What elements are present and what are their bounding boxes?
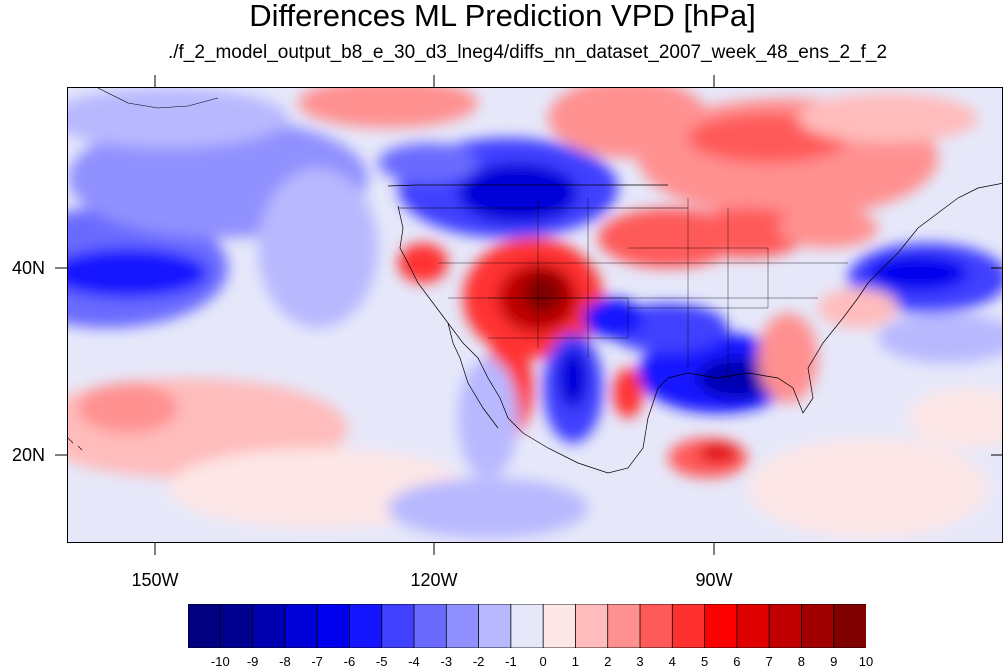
colorbar-tick-label: 6 xyxy=(733,654,741,669)
colorbar-tick-label: -8 xyxy=(279,654,291,669)
colorbar-swatch xyxy=(510,604,545,648)
colorbar-tick-label: 7 xyxy=(765,654,773,669)
colorbar xyxy=(188,604,866,648)
colorbar-tick-label: 10 xyxy=(858,654,874,669)
colorbar-tick-label: 3 xyxy=(636,654,644,669)
colorbar-swatch xyxy=(219,604,254,648)
colorbar-tick-label: -10 xyxy=(210,654,230,669)
colorbar-swatch xyxy=(607,604,641,648)
colorbar-swatch xyxy=(188,604,222,648)
colorbar-tick-label: -7 xyxy=(311,654,323,669)
colorbar-tick-label: -9 xyxy=(246,654,259,669)
coastlines xyxy=(68,88,1002,474)
colorbar-tick-label: 2 xyxy=(604,654,612,669)
vpd-difference-map xyxy=(67,87,1003,543)
colorbar-tick-label: -4 xyxy=(408,654,420,669)
plot-title: Differences ML Prediction VPD [hPa] xyxy=(249,0,756,33)
colorbar-tick-label: -6 xyxy=(343,654,356,669)
colorbar-swatch xyxy=(575,604,609,648)
colorbar-tick-label: 5 xyxy=(700,654,709,669)
colorbar-tick-label: -1 xyxy=(505,654,517,669)
colorbar-swatch xyxy=(284,604,319,648)
colorbar-tick-label: 8 xyxy=(797,654,806,669)
colorbar-swatch xyxy=(349,604,383,648)
colorbar-swatch xyxy=(704,604,738,648)
colorbar-swatch xyxy=(478,604,512,648)
colorbar-swatch xyxy=(736,604,771,648)
colorbar-swatch xyxy=(252,604,286,648)
colorbar-swatch xyxy=(381,604,415,648)
colorbar-tick-label: -2 xyxy=(472,654,485,669)
colorbar-swatch xyxy=(671,604,706,648)
lat-label-20n: 20N xyxy=(12,445,46,465)
colorbar-swatch xyxy=(639,604,674,648)
lat-label-40n: 40N xyxy=(12,258,46,278)
colorbar-tick-label: -3 xyxy=(440,654,453,669)
colorbar-swatch xyxy=(445,604,480,648)
colorbar-tick-label: 4 xyxy=(668,654,676,669)
colorbar-tick-label: -5 xyxy=(375,654,388,669)
colorbar-swatch xyxy=(542,604,577,648)
colorbar-tick-label: 0 xyxy=(539,654,547,669)
colorbar-swatch xyxy=(413,604,448,648)
colorbar-swatch xyxy=(316,604,351,648)
map-canvas xyxy=(68,88,1002,542)
colorbar-swatch xyxy=(833,604,866,648)
colorbar-tick-label: 1 xyxy=(571,654,580,669)
lon-label-90w: 90W xyxy=(695,570,733,590)
lon-label-150w: 150W xyxy=(131,570,179,590)
plot-subtitle: ./f_2_model_output_b8_e_30_d3_lneg4/diff… xyxy=(167,42,888,63)
colorbar-tick-label: 9 xyxy=(830,654,838,669)
colorbar-swatch xyxy=(801,604,835,648)
colorbar-swatch xyxy=(768,604,803,648)
lon-label-120w: 120W xyxy=(410,570,458,590)
